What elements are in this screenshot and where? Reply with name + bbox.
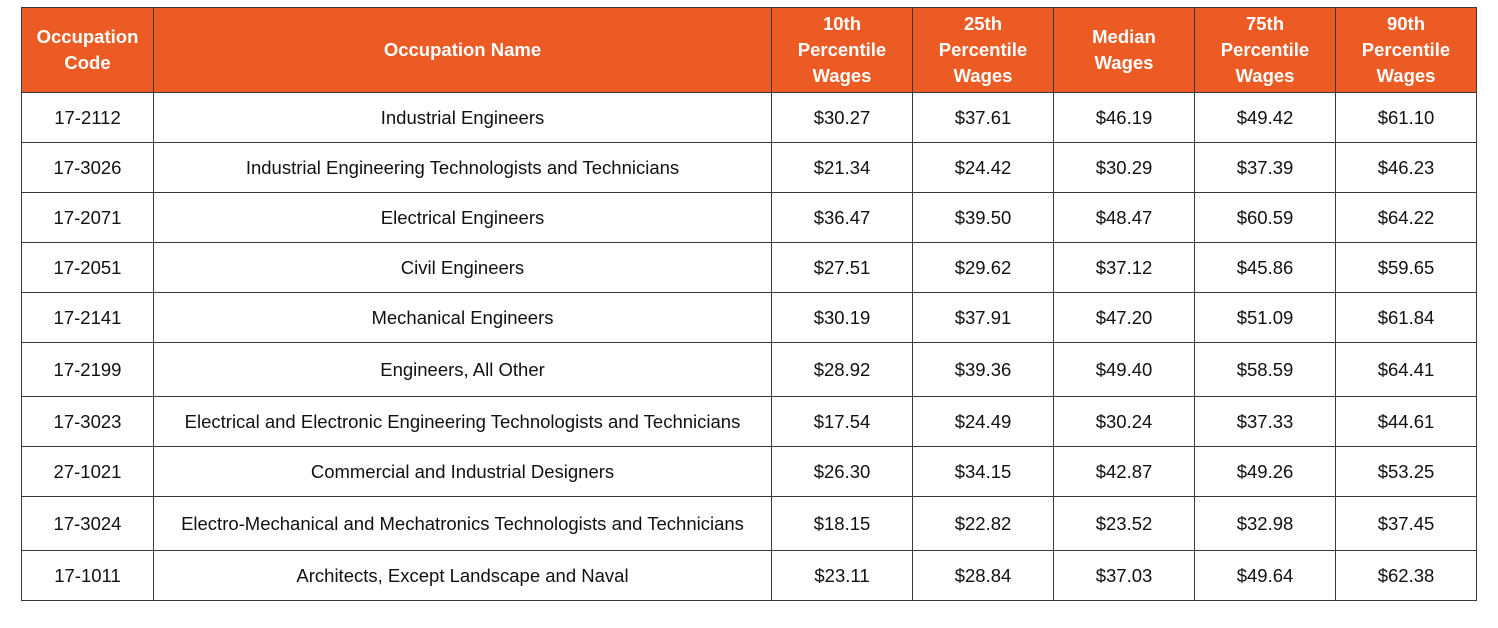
header-occupation-name: Occupation Name — [153, 7, 772, 93]
wage-25th: $39.36 — [912, 342, 1054, 397]
occupation-name: Electrical and Electronic Engineering Te… — [153, 396, 772, 447]
wage-median: $30.24 — [1053, 396, 1195, 447]
occupation-code: 17-3024 — [21, 496, 154, 551]
occupation-code: 17-2199 — [21, 342, 154, 397]
wage-75th: $60.59 — [1194, 192, 1336, 243]
wage-75th: $37.39 — [1194, 142, 1336, 193]
wage-75th: $37.33 — [1194, 396, 1336, 447]
wage-75th: $49.64 — [1194, 550, 1336, 601]
table-row: 17-1011 Architects, Except Landscape and… — [21, 550, 1477, 601]
header-90th-percentile: 90th Percentile Wages — [1335, 7, 1477, 93]
table-row: 27-1021 Commercial and Industrial Design… — [21, 446, 1477, 497]
wage-90th: $37.45 — [1335, 496, 1477, 551]
occupation-name: Civil Engineers — [153, 242, 772, 293]
wage-90th: $62.38 — [1335, 550, 1477, 601]
wage-25th: $37.61 — [912, 92, 1054, 143]
occupation-code: 17-2051 — [21, 242, 154, 293]
occupation-code: 17-2141 — [21, 292, 154, 343]
wage-25th: $39.50 — [912, 192, 1054, 243]
wage-90th: $61.84 — [1335, 292, 1477, 343]
wage-median: $42.87 — [1053, 446, 1195, 497]
occupation-name: Electro-Mechanical and Mechatronics Tech… — [153, 496, 772, 551]
wage-median: $49.40 — [1053, 342, 1195, 397]
header-occupation-code: Occupation Code — [21, 7, 154, 93]
wage-25th: $28.84 — [912, 550, 1054, 601]
wage-90th: $44.61 — [1335, 396, 1477, 447]
wage-median: $47.20 — [1053, 292, 1195, 343]
wage-median: $46.19 — [1053, 92, 1195, 143]
occupation-code: 17-3023 — [21, 396, 154, 447]
wage-10th: $26.30 — [771, 446, 913, 497]
header-row: Occupation Code Occupation Name 10th Per… — [21, 7, 1477, 93]
occupation-name: Architects, Except Landscape and Naval — [153, 550, 772, 601]
header-10th-percentile: 10th Percentile Wages — [771, 7, 913, 93]
wage-median: $48.47 — [1053, 192, 1195, 243]
wage-75th: $32.98 — [1194, 496, 1336, 551]
occupation-name: Engineers, All Other — [153, 342, 772, 397]
wage-90th: $46.23 — [1335, 142, 1477, 193]
header-median: Median Wages — [1053, 7, 1195, 93]
table-row: 17-2051 Civil Engineers $27.51 $29.62 $3… — [21, 242, 1477, 293]
wage-10th: $17.54 — [771, 396, 913, 447]
header-25th-percentile: 25th Percentile Wages — [912, 7, 1054, 93]
wage-25th: $24.49 — [912, 396, 1054, 447]
table-row: 17-2071 Electrical Engineers $36.47 $39.… — [21, 192, 1477, 243]
occupation-code: 17-2071 — [21, 192, 154, 243]
occupation-name: Industrial Engineers — [153, 92, 772, 143]
occupation-name: Industrial Engineering Technologists and… — [153, 142, 772, 193]
wage-10th: $36.47 — [771, 192, 913, 243]
wage-10th: $27.51 — [771, 242, 913, 293]
wage-10th: $18.15 — [771, 496, 913, 551]
table-row: 17-3024 Electro-Mechanical and Mechatron… — [21, 496, 1477, 551]
occupation-name: Electrical Engineers — [153, 192, 772, 243]
occupation-code: 27-1021 — [21, 446, 154, 497]
wage-90th: $59.65 — [1335, 242, 1477, 293]
wage-median: $30.29 — [1053, 142, 1195, 193]
wage-25th: $37.91 — [912, 292, 1054, 343]
wage-25th: $34.15 — [912, 446, 1054, 497]
table-row: 17-3023 Electrical and Electronic Engine… — [21, 396, 1477, 447]
wage-90th: $53.25 — [1335, 446, 1477, 497]
wage-75th: $51.09 — [1194, 292, 1336, 343]
wage-25th: $24.42 — [912, 142, 1054, 193]
wage-75th: $49.26 — [1194, 446, 1336, 497]
occupation-code: 17-3026 — [21, 142, 154, 193]
wage-10th: $30.19 — [771, 292, 913, 343]
wage-10th: $23.11 — [771, 550, 913, 601]
wage-median: $23.52 — [1053, 496, 1195, 551]
wage-75th: $49.42 — [1194, 92, 1336, 143]
wages-table: Occupation Code Occupation Name 10th Per… — [21, 7, 1477, 601]
wage-25th: $29.62 — [912, 242, 1054, 293]
wage-25th: $22.82 — [912, 496, 1054, 551]
wage-75th: $58.59 — [1194, 342, 1336, 397]
table-row: 17-2199 Engineers, All Other $28.92 $39.… — [21, 342, 1477, 397]
occupation-name: Mechanical Engineers — [153, 292, 772, 343]
occupation-code: 17-2112 — [21, 92, 154, 143]
wage-10th: $21.34 — [771, 142, 913, 193]
table-row: 17-2141 Mechanical Engineers $30.19 $37.… — [21, 292, 1477, 343]
wage-90th: $64.22 — [1335, 192, 1477, 243]
header-75th-percentile: 75th Percentile Wages — [1194, 7, 1336, 93]
wage-10th: $28.92 — [771, 342, 913, 397]
wage-median: $37.12 — [1053, 242, 1195, 293]
wage-75th: $45.86 — [1194, 242, 1336, 293]
wage-90th: $64.41 — [1335, 342, 1477, 397]
occupation-code: 17-1011 — [21, 550, 154, 601]
table-row: 17-2112 Industrial Engineers $30.27 $37.… — [21, 92, 1477, 143]
table-row: 17-3026 Industrial Engineering Technolog… — [21, 142, 1477, 193]
occupation-name: Commercial and Industrial Designers — [153, 446, 772, 497]
wage-median: $37.03 — [1053, 550, 1195, 601]
wage-10th: $30.27 — [771, 92, 913, 143]
wage-90th: $61.10 — [1335, 92, 1477, 143]
